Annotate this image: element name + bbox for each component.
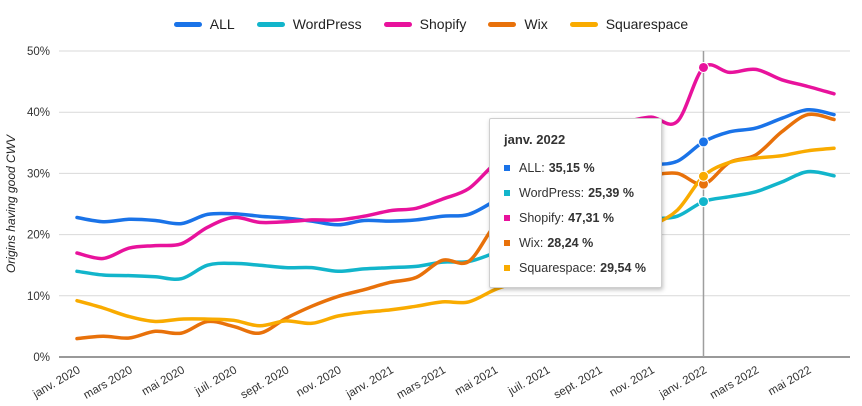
x-tick-label: mars 2022	[708, 364, 761, 402]
x-tick-label: janv. 2022	[657, 364, 709, 401]
tooltip-row-value: 29,54 %	[600, 261, 647, 275]
x-tick-label: janv. 2021	[344, 364, 396, 401]
x-tick-label: mai 2020	[140, 364, 187, 398]
x-tick-label: sept. 2020	[239, 364, 292, 401]
x-tick-label: janv. 2020	[30, 364, 82, 401]
legend-swatch	[569, 21, 598, 27]
tooltip-row-value: 25,39 %	[588, 186, 634, 200]
tooltip-row-value: 28,24 %	[547, 236, 594, 250]
tooltip-swatch	[504, 215, 510, 221]
chart-legend: ALL WordPress Shopify Wix Squarespace	[0, 16, 862, 32]
tooltip-swatch	[504, 240, 510, 246]
legend-item-wix[interactable]: Wix	[488, 16, 548, 32]
series-line-shopify	[75, 63, 836, 261]
tooltip-row-label: Wix:	[519, 236, 544, 250]
tooltip-swatch	[504, 265, 510, 271]
tooltip-title: janv. 2022	[504, 132, 566, 147]
legend-label: Wix	[524, 16, 548, 32]
point-squarespace	[697, 170, 709, 182]
tooltip-swatch	[504, 190, 510, 196]
x-tick-label: juil. 2020	[192, 364, 239, 398]
legend-item-squarespace[interactable]: Squarespace	[569, 16, 689, 32]
tooltip-row-value: 47,31 %	[568, 211, 615, 225]
tooltip-row-label: Squarespace:	[519, 261, 597, 275]
y-tick-label: 50%	[27, 46, 50, 58]
x-tick-label: sept. 2021	[552, 364, 605, 401]
gridlines	[59, 50, 850, 358]
x-tick-label: nov. 2020	[295, 364, 344, 399]
y-tick-label: 0%	[33, 352, 50, 364]
legend-label: Squarespace	[605, 16, 689, 32]
point-all	[697, 136, 709, 148]
legend-label: ALL	[209, 16, 235, 32]
series-line-wix	[75, 112, 836, 341]
tooltip-row-value: 35,15 %	[548, 161, 595, 175]
tooltip-row: WordPress: 25,39 %	[504, 186, 634, 200]
legend-item-wordpress[interactable]: WordPress	[256, 16, 362, 32]
x-tick-label: mars 2021	[395, 364, 448, 402]
x-tick-label: juil. 2021	[506, 364, 553, 398]
tooltip-row-label: Shopify:	[519, 211, 565, 225]
legend-swatch	[173, 21, 202, 27]
x-tick-label: mars 2020	[82, 364, 135, 402]
tooltip-row: Wix: 28,24 %	[504, 236, 593, 250]
x-tick-label: mai 2021	[453, 364, 500, 398]
legend-label: Shopify	[419, 16, 467, 32]
x-tick-label: nov. 2021	[608, 364, 657, 399]
legend-item-all[interactable]: ALL	[173, 16, 235, 32]
point-shopify	[697, 61, 709, 73]
tooltip: janv. 2022 ALL: 35,15 % WordPress: 25,39 % S…	[489, 118, 662, 288]
y-axis-ticks: 0% 10% 20% 30% 40% 50%	[27, 46, 50, 364]
y-tick-label: 10%	[27, 291, 50, 303]
tooltip-row-label: ALL:	[519, 161, 545, 175]
y-tick-label: 30%	[27, 168, 50, 180]
legend-label: WordPress	[292, 16, 362, 32]
legend-item-shopify[interactable]: Shopify	[383, 16, 467, 32]
y-tick-label: 40%	[27, 107, 50, 119]
x-tick-label: mai 2022	[766, 364, 813, 398]
x-axis-ticks: janv. 2020 mars 2020 mai 2020 juil. 2020 sep…	[30, 364, 813, 402]
tooltip-row-label: WordPress:	[519, 186, 585, 200]
tooltip-row: ALL: 35,15 %	[504, 161, 595, 175]
series-lines	[75, 63, 836, 341]
y-axis-label: Origins having good CWV	[4, 134, 18, 273]
tooltip-swatch	[504, 165, 510, 171]
legend-swatch	[383, 21, 412, 27]
tooltip-row: Squarespace: 29,54 %	[504, 261, 646, 275]
highlight-markers	[697, 61, 709, 208]
y-tick-label: 20%	[27, 230, 50, 242]
point-wordpress	[697, 196, 709, 208]
legend-swatch	[488, 21, 517, 27]
legend-swatch	[256, 21, 285, 27]
tooltip-row: Shopify: 47,31 %	[504, 211, 614, 225]
